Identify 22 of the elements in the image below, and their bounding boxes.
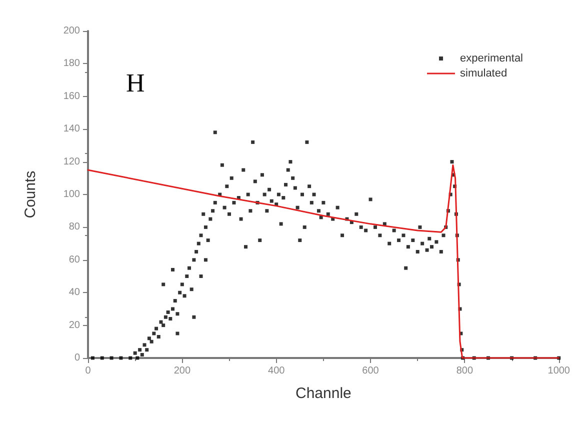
- legend-label: experimental: [460, 52, 524, 64]
- x-tick-label: 1000: [548, 366, 570, 376]
- y-tick-label: 140: [63, 124, 80, 135]
- y-tick-label: 80: [68, 222, 80, 233]
- y-tick-label: 160: [63, 90, 80, 102]
- y-tick-label: 0: [74, 352, 80, 364]
- x-tick-label: 400: [268, 366, 286, 376]
- x-tick-label: 800: [456, 366, 474, 376]
- y-tick-label: 180: [63, 58, 80, 70]
- y-tick-label: 60: [68, 254, 80, 266]
- y-tick-label: 200: [63, 26, 80, 36]
- y-tick-label: 40: [68, 287, 80, 298]
- y-tick-label: 100: [63, 189, 80, 200]
- x-axis-title: Channle: [295, 385, 352, 402]
- y-tick-label: 120: [63, 156, 80, 168]
- x-tick-label: 200: [174, 366, 191, 376]
- legend-label: simulated: [460, 68, 508, 80]
- x-tick-label: 0: [85, 366, 92, 376]
- annotation: H: [126, 68, 145, 98]
- y-tick-label: 20: [68, 320, 80, 331]
- x-tick-label: 600: [362, 366, 380, 376]
- y-axis-title: Counts: [22, 170, 39, 218]
